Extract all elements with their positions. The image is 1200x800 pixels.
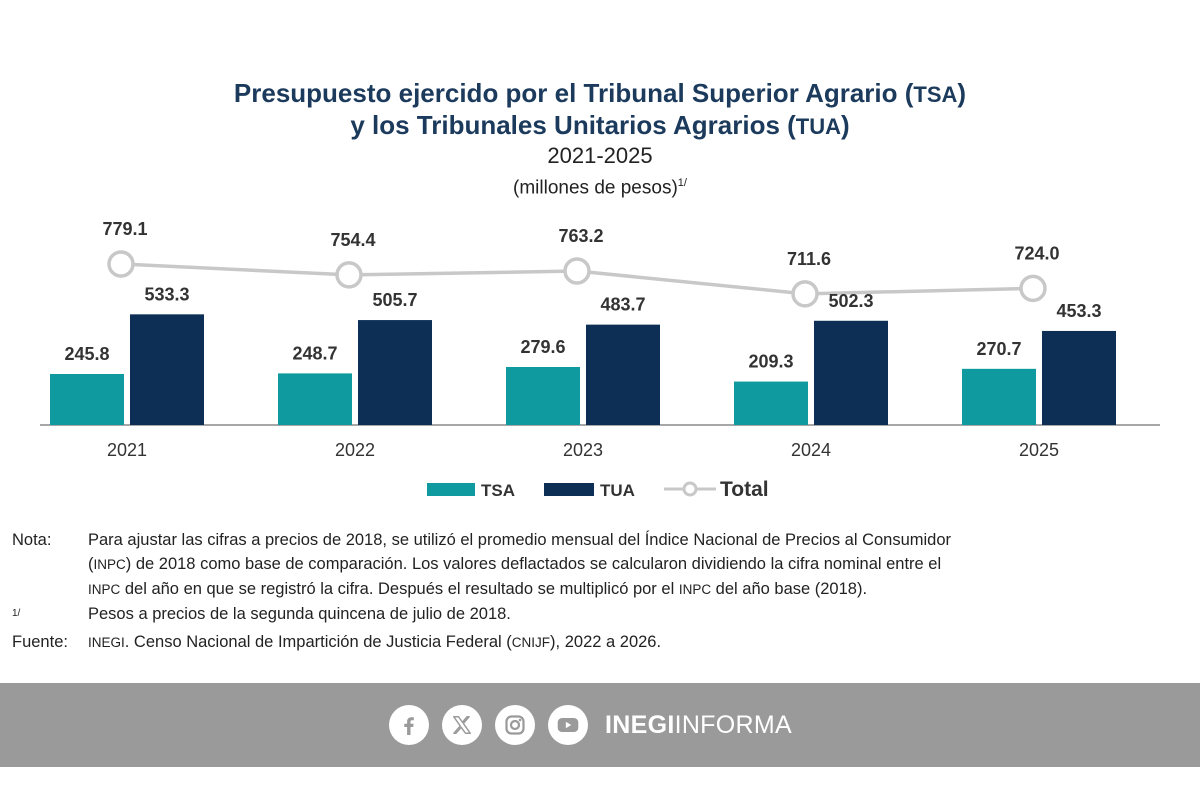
tsa-bar-2024 bbox=[734, 381, 808, 425]
chart-legend: TSA TUA Total bbox=[427, 478, 769, 501]
total-value-label-2025: 724.0 bbox=[1014, 243, 1059, 263]
year-label-2021: 2021 bbox=[107, 440, 147, 460]
chart-period: 2021-2025 bbox=[547, 143, 653, 168]
legend-label-total: Total bbox=[720, 478, 769, 501]
source-label: Fuente: bbox=[12, 632, 68, 651]
total-value-label-2024: 711.6 bbox=[787, 249, 831, 269]
chart-title-line-2: y los Tribunales Unitarios Agrarios (TUA… bbox=[350, 110, 850, 140]
total-value-label-2022: 754.4 bbox=[330, 230, 375, 250]
notes-block: Nota: Para ajustar las cifras a precios … bbox=[12, 528, 1192, 655]
footer-bar: INEGIINFORMA bbox=[0, 683, 1200, 767]
facebook-icon[interactable] bbox=[389, 705, 429, 745]
total-point-2023 bbox=[563, 257, 591, 285]
note-label: Nota: bbox=[12, 531, 52, 549]
social-links: INEGIINFORMA bbox=[389, 705, 792, 745]
tua-bar-2024 bbox=[814, 320, 888, 425]
legend-swatch-total-marker bbox=[682, 481, 698, 497]
budget-chart: 245.8 533.3 2021 248.7 505.7 2022 279.6 483.7 20… bbox=[40, 219, 1160, 501]
tua-value-label-2022: 505.7 bbox=[372, 290, 417, 310]
year-label-2022: 2022 bbox=[335, 440, 375, 460]
legend-label-tsa: TSA bbox=[481, 481, 515, 500]
tsa-value-label-2024: 209.3 bbox=[748, 352, 793, 372]
tua-value-label-2021: 533.3 bbox=[144, 284, 189, 304]
tua-value-label-2023: 483.7 bbox=[600, 295, 645, 315]
labels-layer: 245.8 533.3 2021 248.7 505.7 2022 279.6 483.7 20… bbox=[64, 219, 1101, 460]
chart-title-block: Presupuesto ejercido por el Tribunal Sup… bbox=[0, 78, 1200, 201]
tsa-bar-2022 bbox=[278, 373, 352, 425]
total-point-2025 bbox=[1019, 274, 1047, 303]
chart-title-line-1: Presupuesto ejercido por el Tribunal Sup… bbox=[233, 78, 967, 108]
tua-bar-2025 bbox=[1042, 330, 1116, 425]
tsa-value-label-2022: 248.7 bbox=[292, 343, 337, 363]
legend-swatch-tsa bbox=[427, 483, 475, 496]
total-line-layer bbox=[107, 250, 1047, 308]
tua-value-label-2025: 453.3 bbox=[1056, 301, 1101, 321]
legend-label-tua: TUA bbox=[600, 481, 635, 500]
inegi-informa-brand: INEGIINFORMA bbox=[605, 710, 792, 739]
tua-value-label-2024: 502.3 bbox=[828, 291, 873, 311]
note-text: Para ajustar las cifras a precios de 201… bbox=[88, 531, 952, 598]
total-point-2021 bbox=[107, 250, 135, 278]
tsa-value-label-2023: 279.6 bbox=[520, 337, 565, 357]
tua-bar-2021 bbox=[130, 314, 204, 425]
footnote-text: Pesos a precios de la segunda quincena d… bbox=[88, 605, 511, 623]
legend-swatch-tua bbox=[544, 483, 594, 496]
year-label-2024: 2024 bbox=[791, 440, 831, 460]
chart-units: (millones de pesos)1/ bbox=[513, 177, 687, 199]
tsa-value-label-2025: 270.7 bbox=[976, 339, 1021, 359]
youtube-icon[interactable] bbox=[548, 705, 588, 745]
total-point-2022 bbox=[335, 261, 363, 289]
tsa-value-label-2021: 245.8 bbox=[64, 344, 109, 364]
source-row: Fuente: INEGI. Censo Nacional de Imparti… bbox=[12, 630, 1192, 655]
bars-layer bbox=[40, 314, 1160, 426]
instagram-icon[interactable] bbox=[495, 705, 535, 745]
units-footnote-mark: 1/ bbox=[677, 177, 687, 189]
tua-bar-2022 bbox=[358, 320, 432, 425]
footnote-row: 1/ Pesos a precios de la segunda quincen… bbox=[12, 602, 1192, 630]
total-value-label-2023: 763.2 bbox=[558, 226, 603, 246]
source-text: INEGI. Censo Nacional de Impartición de … bbox=[88, 632, 662, 651]
tsa-bar-2023 bbox=[506, 366, 580, 425]
year-label-2025: 2025 bbox=[1019, 440, 1059, 460]
tsa-bar-2025 bbox=[962, 368, 1036, 425]
total-point-2024 bbox=[791, 280, 819, 308]
year-label-2023: 2023 bbox=[563, 440, 603, 460]
tua-bar-2023 bbox=[586, 324, 660, 425]
tsa-bar-2021 bbox=[50, 373, 124, 425]
x-icon[interactable] bbox=[442, 705, 482, 745]
note-row: Nota: Para ajustar las cifras a precios … bbox=[12, 528, 1192, 602]
total-value-label-2021: 779.1 bbox=[102, 219, 147, 239]
footnote-label: 1/ bbox=[12, 608, 21, 619]
